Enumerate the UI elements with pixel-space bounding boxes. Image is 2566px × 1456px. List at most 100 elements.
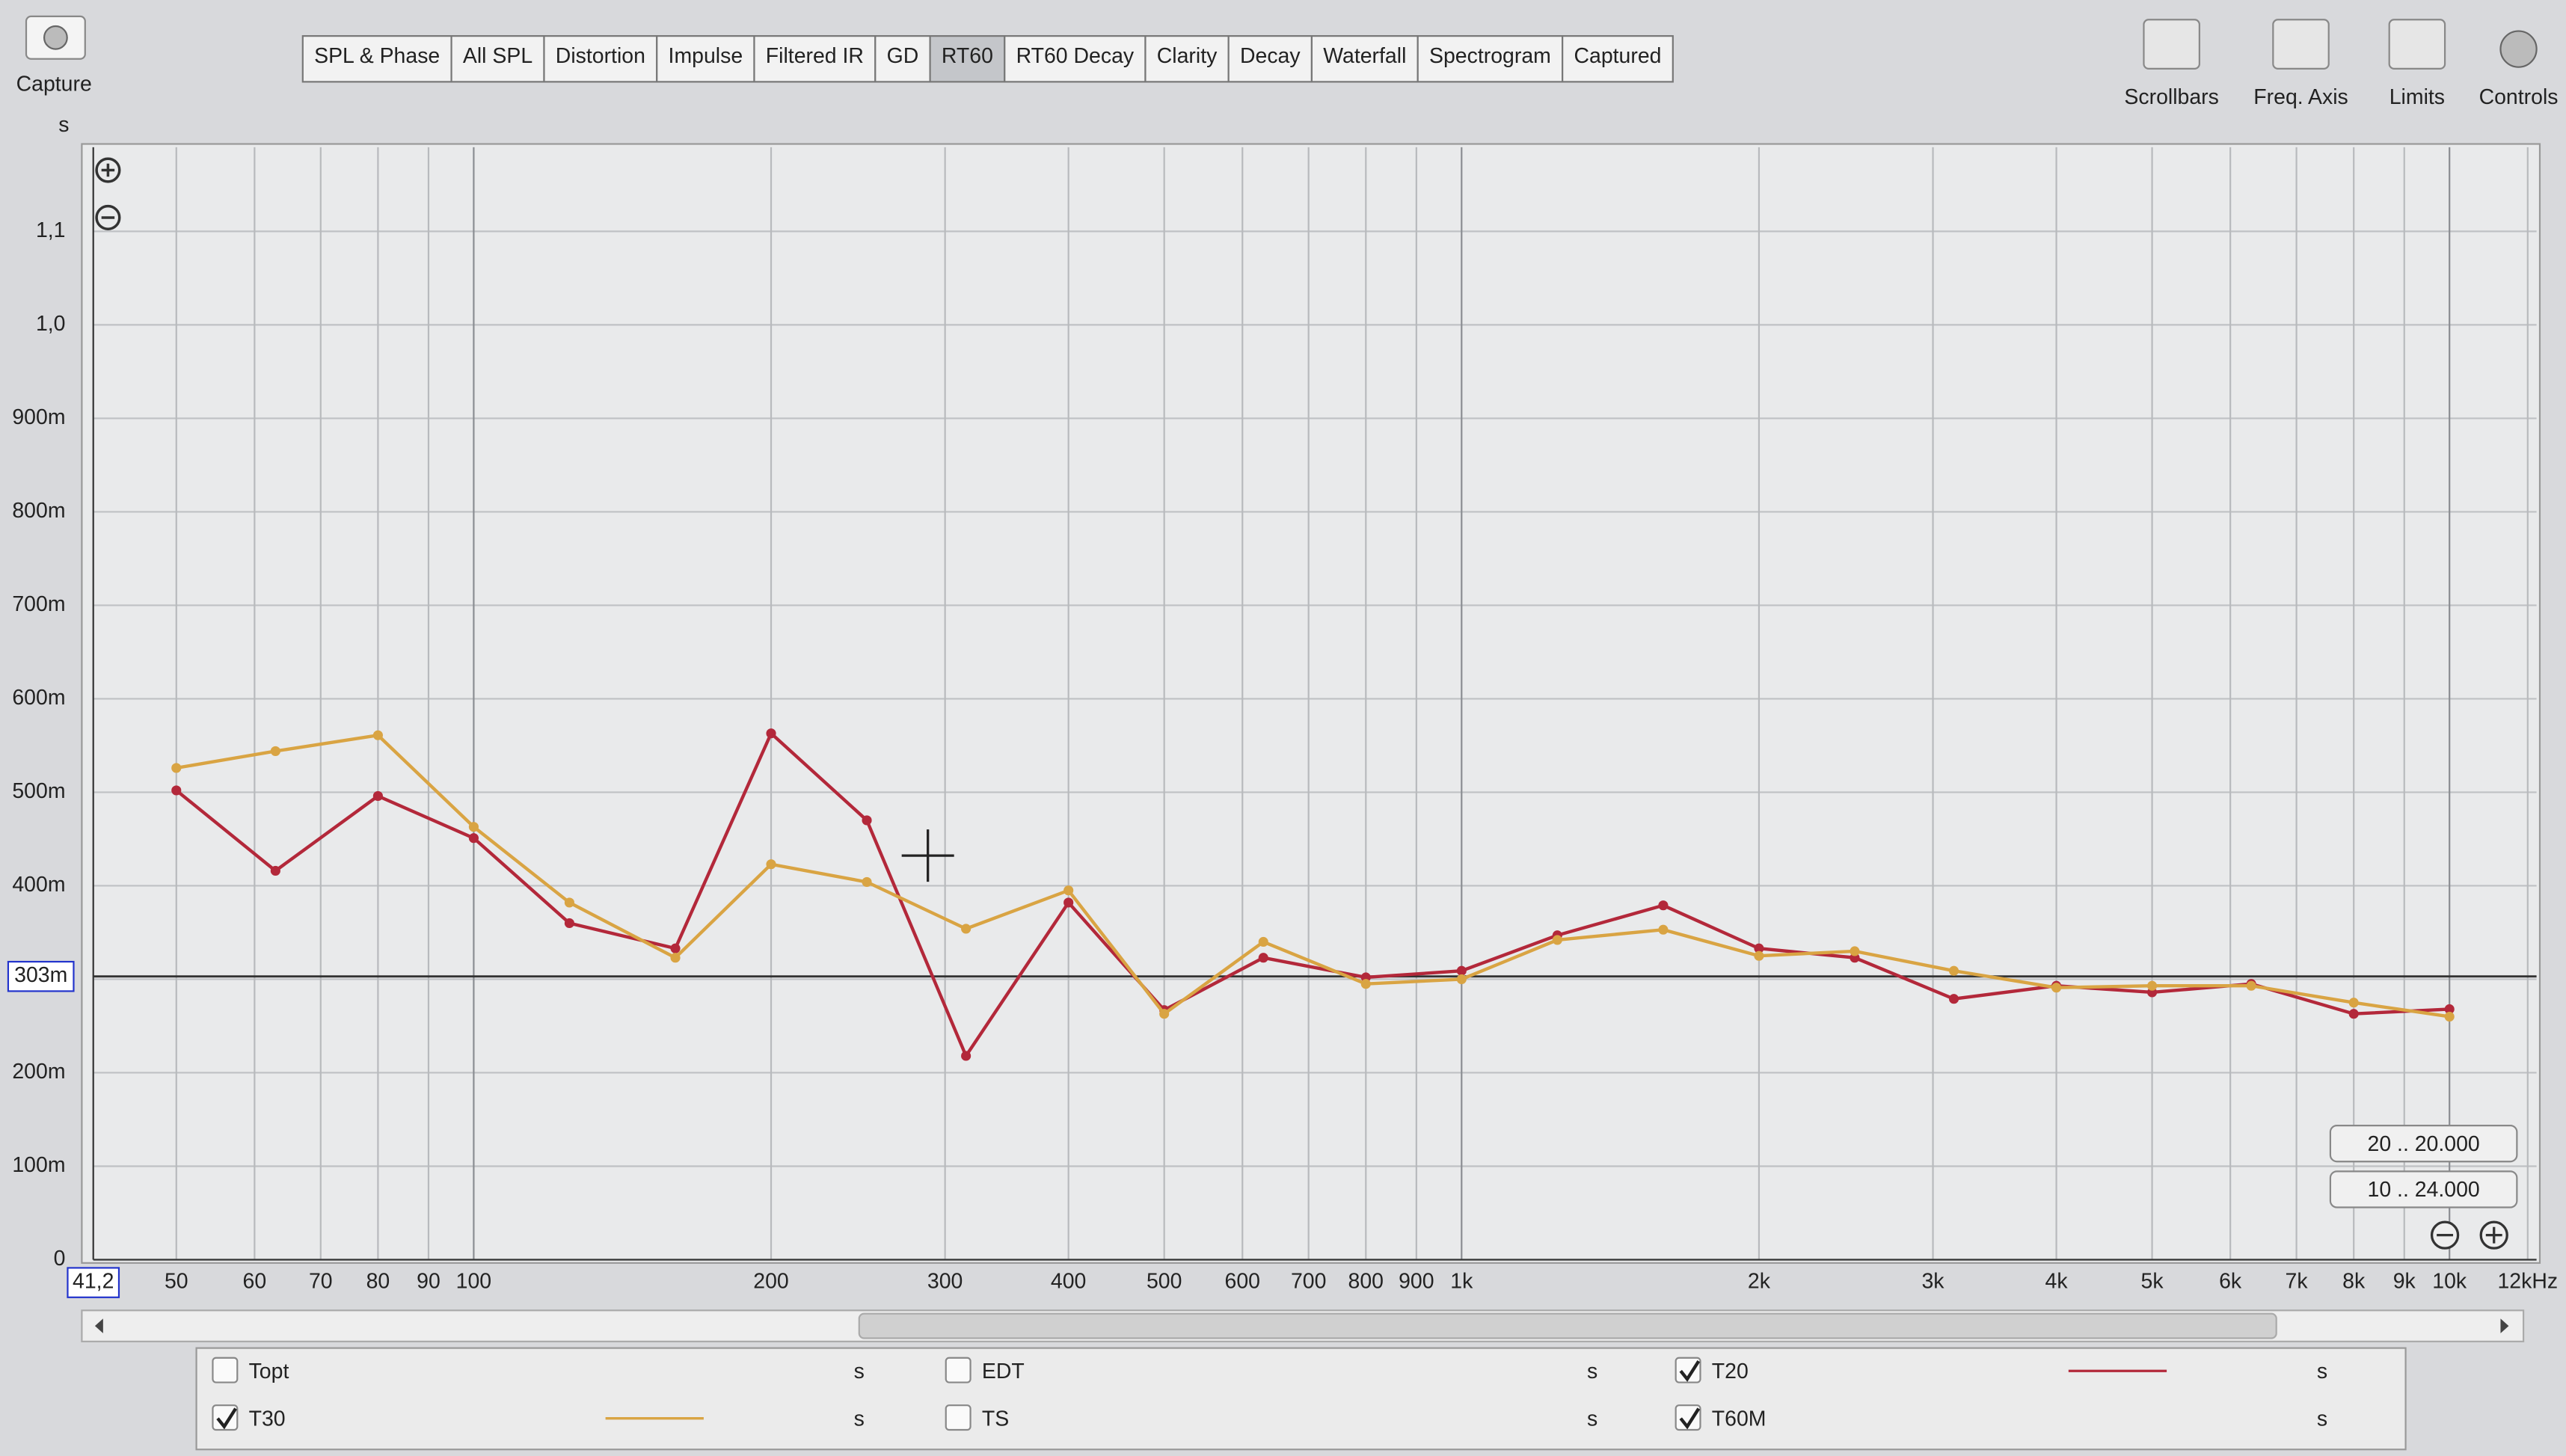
legend-label: T20	[1712, 1360, 1749, 1383]
x-tick-label: 8k	[2342, 1270, 2366, 1294]
data-point	[1552, 935, 1562, 945]
range-button-bg	[2329, 1125, 2518, 1163]
legend-label: Topt	[249, 1360, 289, 1383]
data-point	[1063, 897, 1074, 908]
x-zoom-out[interactable]	[2430, 1220, 2460, 1250]
tab[interactable]	[450, 35, 545, 83]
x-tick-label: 200	[753, 1270, 788, 1294]
x-tick-label: 400	[1051, 1270, 1086, 1294]
y-tick-label: 900m	[12, 405, 65, 429]
tab[interactable]	[301, 35, 452, 83]
legend-label: T30	[249, 1407, 286, 1431]
crosshair	[901, 829, 954, 882]
scroll-thumb[interactable]	[858, 1312, 2277, 1339]
x-tick-label: 50	[165, 1270, 188, 1294]
legend-item[interactable]: T30 s	[212, 1404, 865, 1431]
data-point	[171, 763, 182, 773]
toolbar: SPL & Phase All SPL Distortion Impulse Filte…	[301, 19, 2559, 1208]
capture-lens	[43, 25, 68, 50]
data-point	[2246, 980, 2256, 991]
data-point	[1754, 950, 1764, 961]
x-tick-label: 80	[366, 1270, 390, 1294]
tool-button[interactable]: Scrollbars	[2124, 19, 2219, 109]
legend-checkbox[interactable]	[212, 1357, 239, 1383]
data-point	[961, 924, 972, 934]
cursor-label-box	[7, 960, 75, 992]
data-point	[468, 833, 479, 844]
legend-item[interactable]: T20 s	[1675, 1357, 2327, 1383]
data-point	[372, 730, 383, 740]
data-point	[2348, 998, 2359, 1008]
tab[interactable]	[929, 35, 1006, 83]
x-tick-label: 7k	[2286, 1270, 2309, 1294]
scroll-left[interactable]	[94, 1318, 103, 1333]
y-unit: s	[58, 113, 69, 137]
tool-button[interactable]: Freq. Axis	[2253, 19, 2348, 109]
legend-unit: s	[854, 1407, 865, 1431]
data-point	[862, 876, 872, 888]
legend-checkbox[interactable]	[945, 1357, 972, 1383]
legend-checkbox[interactable]	[945, 1404, 972, 1431]
y-tick-label: 400m	[12, 873, 65, 897]
tool-icon	[2388, 19, 2446, 70]
data-point	[1063, 885, 1074, 896]
tab-label: Impulse	[669, 44, 743, 68]
zoom-out[interactable]	[95, 204, 121, 231]
data-point	[1948, 994, 1959, 1004]
x-zoom-in[interactable]	[2479, 1220, 2508, 1250]
tab-label: Distortion	[556, 44, 645, 68]
tool-label: Controls	[2479, 85, 2559, 109]
x-tick-label: 500	[1147, 1270, 1182, 1294]
tool-button[interactable]: Limits	[2388, 19, 2446, 109]
data-point	[2051, 983, 2062, 993]
legend-checkbox[interactable]	[1675, 1404, 1701, 1431]
h-scrollbar[interactable]	[81, 1309, 2525, 1342]
range-button-label: 10 .. 24.000	[2368, 1178, 2480, 1202]
x-tick-label: 800	[1348, 1270, 1384, 1294]
tool-label: Freq. Axis	[2253, 85, 2348, 109]
tab[interactable]	[1144, 35, 1230, 83]
y-tick-label: 700m	[12, 592, 65, 616]
range-button-label: 20 .. 20.000	[2368, 1132, 2480, 1156]
tab-label: Decay	[1240, 44, 1301, 68]
x-tick-label: 600	[1225, 1270, 1260, 1294]
range-button[interactable]: 10 .. 24.000	[2329, 1170, 2518, 1208]
tool-label: Limits	[2389, 85, 2445, 109]
legend-checkbox[interactable]	[1675, 1357, 1701, 1383]
x-tick-label: 4k	[2045, 1270, 2069, 1294]
legend: Topt s EDT s T20 s T30 s TS s T60M s	[212, 1357, 2327, 1431]
capture-button[interactable]: Capture	[16, 15, 92, 96]
legend-checkbox[interactable]	[212, 1404, 239, 1431]
y-tick-label: 800m	[12, 499, 65, 523]
legend-unit: s	[1587, 1407, 1597, 1431]
scroll-right[interactable]	[2500, 1318, 2509, 1333]
legend-item[interactable]: T60M s	[1675, 1404, 2327, 1431]
data-point	[270, 746, 280, 757]
tool-button[interactable]: Controls	[2479, 19, 2559, 109]
legend-label: EDT	[982, 1360, 1025, 1383]
range-button[interactable]: 20 .. 20.000	[2329, 1125, 2518, 1163]
tab[interactable]	[543, 35, 658, 83]
legend-item[interactable]: TS s	[945, 1404, 1597, 1431]
data-point	[270, 865, 280, 876]
legend-unit: s	[2317, 1360, 2327, 1383]
tab[interactable]	[1004, 35, 1147, 83]
data-point	[564, 897, 574, 908]
data-point	[670, 953, 681, 963]
x-tick-label: 10k	[2432, 1270, 2467, 1294]
legend-item[interactable]: Topt s	[212, 1357, 865, 1383]
tab[interactable]	[1562, 35, 1674, 83]
tab[interactable]	[656, 35, 755, 83]
x-tick-label: 5k	[2141, 1270, 2164, 1294]
data-point	[862, 815, 872, 826]
data-point	[2444, 1011, 2455, 1022]
tab-label: All SPL	[463, 44, 532, 68]
tab[interactable]	[874, 35, 931, 83]
data-point	[2444, 1004, 2455, 1015]
zoom-in[interactable]	[95, 157, 121, 183]
tab[interactable]	[1416, 35, 1564, 83]
y-tick-label: 0	[54, 1247, 66, 1271]
legend-item[interactable]: EDT s	[945, 1357, 1597, 1383]
